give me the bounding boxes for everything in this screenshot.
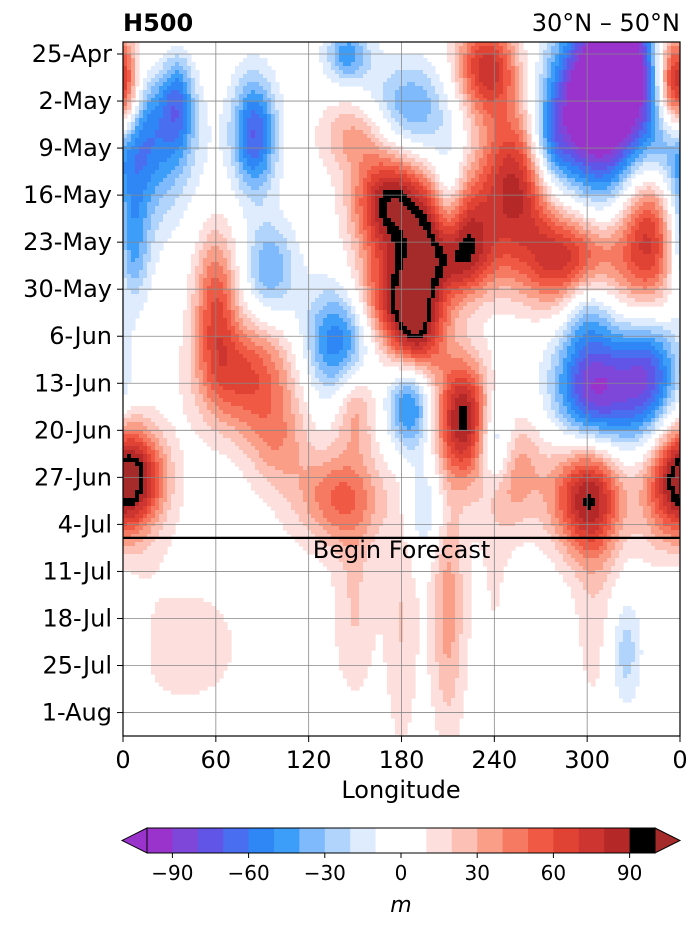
x-tick-label: 60 [201, 746, 232, 774]
colorbar-swatch [350, 828, 377, 853]
x-tick-label: 120 [286, 746, 332, 774]
colorbar-swatch [324, 828, 351, 853]
colorbar-tick-label: 0 [395, 861, 408, 885]
y-tick-label: 25-Jul [43, 652, 113, 680]
y-tick-label: 30-May [23, 275, 112, 303]
colorbar-swatch [172, 828, 199, 853]
colorbar-tick-label: 30 [464, 861, 489, 885]
y-tick-label: 27-Jun [34, 463, 112, 491]
x-tick-label: 240 [471, 746, 517, 774]
chart-title-left: H500 [123, 9, 193, 37]
colorbar-under-arrow [120, 827, 148, 854]
colorbar-swatch [502, 828, 529, 853]
y-tick-label: 16-May [23, 181, 112, 209]
x-tick-label: 0 [672, 746, 687, 774]
y-tick-label: 25-Apr [32, 40, 112, 68]
y-tick-label: 6-Jun [49, 322, 112, 350]
y-tick-label: 18-Jul [43, 604, 113, 632]
colorbar-tick-label: −90 [151, 861, 193, 885]
y-tick-label: 23-May [23, 228, 112, 256]
y-tick-label: 20-Jun [34, 416, 112, 444]
x-axis: 0 60 120 180 240 300 0 [115, 736, 688, 774]
x-tick-label: 300 [564, 746, 610, 774]
colorbar-swatch [426, 828, 453, 853]
colorbar-swatch [274, 828, 300, 853]
chart-title-right: 30°N – 50°N [532, 9, 680, 37]
colorbar-swatch [629, 828, 656, 853]
colorbar-units-label: m [390, 893, 411, 918]
colorbar-swatch [578, 828, 605, 853]
y-tick-label: 4-Jul [58, 510, 112, 538]
colorbar-tick-label: 90 [617, 861, 642, 885]
colorbar-tick-label: 60 [541, 861, 566, 885]
x-tick-label: 180 [379, 746, 425, 774]
y-tick-label: 9-May [38, 134, 112, 162]
colorbar-tick-label: −60 [227, 861, 269, 885]
y-tick-label: 1-Aug [42, 699, 112, 727]
colorbar-swatch [299, 828, 326, 853]
colorbar-tick-label: −30 [304, 861, 346, 885]
y-axis: 25-Apr 2-May 9-May 16-May 23-May 30-May 6-Jun 1… [23, 40, 123, 727]
colorbar-swatch [375, 828, 427, 853]
colorbar-swatch [553, 828, 580, 853]
colorbar-swatch [147, 828, 173, 853]
colorbar-over-arrow [654, 827, 682, 854]
colorbar-swatch [223, 828, 250, 853]
x-axis-label: Longitude [341, 776, 460, 804]
colorbar-swatch [477, 828, 504, 853]
anomaly-field [123, 42, 680, 736]
y-tick-label: 13-Jun [34, 369, 112, 397]
colorbar-swatch [248, 828, 275, 853]
y-tick-label: 11-Jul [43, 557, 113, 585]
begin-forecast-annotation: Begin Forecast [313, 536, 491, 564]
x-tick-label: 0 [115, 746, 130, 774]
colorbar-swatch [528, 828, 554, 853]
y-tick-label: 2-May [38, 87, 112, 115]
colorbar-swatch [451, 828, 478, 853]
colorbar: −90 −60 −30 0 30 60 90 [120, 827, 682, 885]
colorbar-swatch [197, 828, 224, 853]
colorbar-swatch [604, 828, 631, 853]
